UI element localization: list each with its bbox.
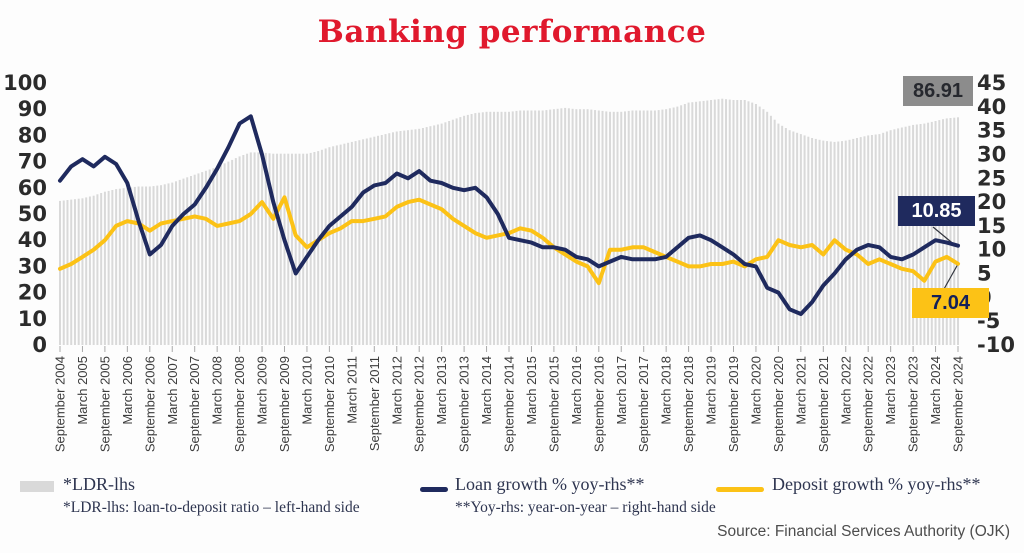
deposit-value-callout: 7.04	[912, 288, 989, 318]
deposit-growth-line	[58, 195, 960, 286]
legend-label-ldr: *LDR-lhs	[63, 474, 135, 494]
right-axis-tick-label: 45	[977, 71, 1006, 95]
x-tick-label: March 2018	[659, 356, 674, 425]
x-tick-label: September 2014	[502, 356, 517, 452]
chart-title: Banking performance	[317, 14, 707, 50]
right-axis-tick-label: 40	[977, 95, 1006, 119]
x-tick-label: March 2008	[210, 356, 225, 425]
x-tick-label: March 2020	[748, 356, 763, 425]
x-tick-label: September 2019	[726, 356, 741, 452]
x-tick-label: March 2005	[75, 356, 90, 425]
left-axis-tick-label: 10	[18, 307, 47, 331]
x-tick-label: March 2021	[793, 356, 808, 425]
deposit-callout-leader	[943, 263, 959, 290]
right-axis-tick-label: 25	[977, 166, 1006, 190]
x-tick-label: September 2012	[412, 356, 427, 452]
x-axis: September 2004 March 2005 September 2005 Ma…	[53, 346, 966, 452]
x-tick-label: September 2007	[187, 356, 202, 452]
legend-label-deposit: Deposit growth % yoy-rhs**	[772, 474, 981, 494]
x-tick-label: March 2010	[299, 356, 314, 425]
x-tick-label: September 2004	[53, 356, 68, 452]
x-tick-label: September 2010	[322, 356, 337, 452]
right-axis-tick-label: 10	[977, 238, 1006, 262]
x-tick-label: March 2006	[120, 356, 135, 425]
x-tick-label: September 2005	[97, 356, 112, 452]
left-axis-tick-label: 30	[18, 254, 47, 278]
loan-legend-swatch	[420, 487, 448, 492]
right-axis-tick-label: 35	[977, 119, 1006, 143]
ldr-bars	[59, 98, 959, 346]
x-tick-label: March 2014	[479, 356, 494, 425]
ldr-value-callout: 86.91	[903, 76, 973, 106]
left-axis-tick-label: 90	[18, 97, 47, 121]
right-axis-tick-label: -10	[977, 333, 1015, 357]
left-axis-tick-label: 20	[18, 281, 47, 305]
x-tick-label: September 2018	[681, 356, 696, 452]
x-tick-label: March 2019	[704, 356, 719, 425]
right-axis-tick-label: 20	[977, 190, 1006, 214]
footnote-yoy: **Yoy-rhs: year-on-year – right-hand sid…	[455, 499, 716, 516]
x-tick-label: September 2008	[232, 356, 247, 452]
left-axis-tick-label: 80	[18, 123, 47, 147]
x-tick-label: March 2016	[569, 356, 584, 425]
loan-growth-line	[58, 114, 960, 316]
left-axis-tick-label: 100	[3, 71, 47, 95]
x-tick-label: September 2016	[591, 356, 606, 452]
x-tick-label: September 2015	[546, 356, 561, 452]
x-tick-label: September 2024	[951, 356, 966, 452]
x-tick-label: March 2011	[344, 356, 359, 424]
left-axis-tick-label: 50	[18, 202, 47, 226]
ldr-legend-swatch	[20, 481, 54, 492]
x-tick-label: March 2012	[389, 356, 404, 425]
x-tick-label: March 2009	[255, 356, 270, 425]
x-tick-label: September 2011	[367, 356, 382, 451]
left-axis-tick-label: 0	[32, 333, 47, 357]
x-tick-label: March 2007	[165, 356, 180, 425]
x-tick-label: September 2023	[906, 356, 921, 452]
x-tick-label: September 2022	[861, 356, 876, 452]
x-tick-label: March 2015	[524, 356, 539, 425]
right-axis-tick-label: 15	[977, 214, 1006, 238]
left-axis-tick-label: 60	[18, 176, 47, 200]
x-tick-label: March 2022	[838, 356, 853, 425]
x-tick-label: March 2024	[928, 356, 943, 425]
x-tick-label: September 2006	[142, 356, 157, 452]
left-axis-tick-label: 40	[18, 228, 47, 252]
x-tick-label: September 2021	[816, 356, 831, 452]
left-axis-tick-label: 70	[18, 150, 47, 174]
source-credit: Source: Financial Services Authority (OJ…	[717, 523, 1010, 540]
x-tick-label: September 2013	[457, 356, 472, 452]
deposit-legend-swatch	[716, 487, 764, 492]
loan-value-callout: 10.85	[898, 196, 975, 226]
x-tick-label: March 2017	[614, 356, 629, 425]
x-tick-label: September 2009	[277, 356, 292, 452]
footnote-ldr: *LDR-lhs: loan-to-deposit ratio – left-h…	[63, 499, 360, 516]
right-axis-tick-label: 5	[977, 262, 992, 286]
x-tick-label: September 2020	[771, 356, 786, 452]
legend-label-loan: Loan growth % yoy-rhs**	[455, 474, 645, 494]
x-tick-label: March 2023	[883, 356, 898, 425]
x-tick-label: March 2013	[434, 356, 449, 425]
x-tick-label: September 2017	[636, 356, 651, 452]
right-axis-tick-label: 30	[977, 142, 1006, 166]
